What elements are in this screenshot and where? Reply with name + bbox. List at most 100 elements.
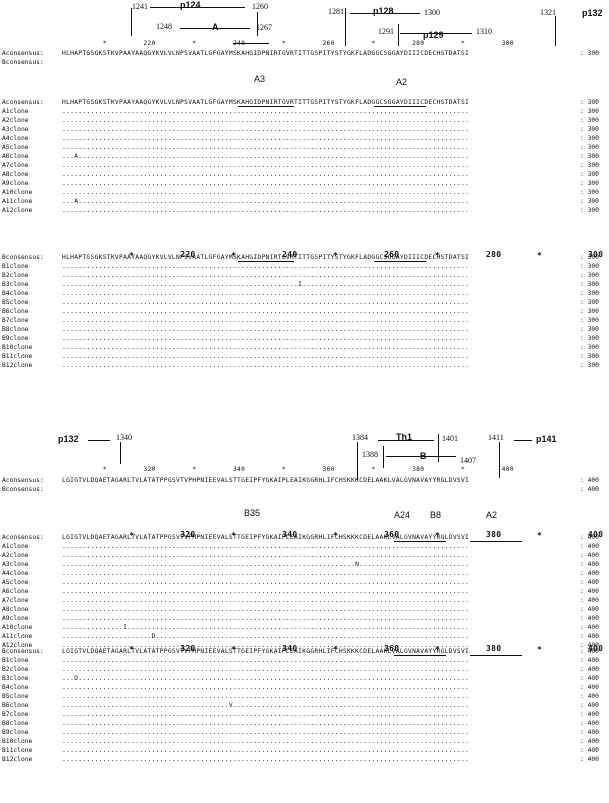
row-label: Aconsensus: bbox=[2, 99, 44, 106]
peptide-p129: p129 bbox=[423, 30, 444, 40]
row-end: : 300 bbox=[580, 117, 599, 124]
row-sequence: ........................................… bbox=[62, 552, 470, 559]
a2-epitope-underline-2b bbox=[470, 655, 522, 656]
row-end: : 300 bbox=[580, 99, 599, 106]
row-sequence: ........................................… bbox=[62, 666, 470, 673]
a3-epitope-underline-b bbox=[238, 261, 294, 262]
row-sequence: ........................................… bbox=[62, 657, 470, 664]
label-1260: 1260 bbox=[252, 2, 268, 11]
row-end: : 300 bbox=[580, 171, 599, 178]
row-end: : 400 bbox=[580, 561, 599, 568]
row-sequence: LGIGTVLDQAETAGARLTVLATATPPGSVTVPHPNIEEVA… bbox=[62, 534, 470, 541]
row-sequence: ........................................… bbox=[62, 344, 470, 351]
row-label: A10clone bbox=[2, 189, 33, 196]
row-end: : 400 bbox=[580, 597, 599, 604]
th1-left-bar bbox=[357, 442, 358, 480]
row-end: : 300 bbox=[580, 144, 599, 151]
row-sequence: ........................................… bbox=[62, 162, 470, 169]
row-label: B2clone bbox=[2, 666, 29, 673]
row-sequence: ........................................… bbox=[62, 353, 470, 360]
row-label: B3clone bbox=[2, 281, 29, 288]
row-label: Bconsensus: bbox=[2, 648, 44, 655]
axis-ruler-2b: * * * * * bbox=[78, 531, 543, 540]
row-sequence: ........................................… bbox=[62, 720, 470, 727]
row-sequence: ........................................… bbox=[62, 290, 470, 297]
row-sequence: ........................................… bbox=[62, 642, 470, 649]
row-sequence: ........................................… bbox=[62, 180, 470, 187]
row-sequence: ........................................… bbox=[62, 362, 470, 369]
row-label: A7clone bbox=[2, 162, 29, 169]
row-sequence: ........................................… bbox=[62, 317, 470, 324]
hla-a3: A3 bbox=[254, 74, 266, 84]
row-label: A3clone bbox=[2, 561, 29, 568]
label-1411: 1411 bbox=[488, 433, 504, 442]
row-end: : 300 bbox=[580, 326, 599, 333]
p128-left-bar bbox=[345, 8, 346, 46]
row-end: : 400 bbox=[580, 633, 599, 640]
row-label: B6clone bbox=[2, 702, 29, 709]
row-label: Aconsensus: bbox=[2, 50, 44, 57]
th1-span bbox=[378, 440, 434, 441]
p129-left-bar bbox=[398, 24, 399, 46]
row-label: B8clone bbox=[2, 326, 29, 333]
row-label: B5clone bbox=[2, 299, 29, 306]
row-sequence: ........................................… bbox=[62, 135, 470, 142]
row-sequence: ........................................… bbox=[62, 207, 470, 214]
row-label: A12clone bbox=[2, 207, 33, 214]
row-label: B2clone bbox=[2, 272, 29, 279]
row-sequence: ........................................… bbox=[62, 729, 470, 736]
epitope-b-span bbox=[386, 456, 456, 457]
hla-b8: B8 bbox=[430, 510, 442, 520]
row-end: : 300 bbox=[580, 108, 599, 115]
axis-ruler-2a: * 320 * 340 * 360 * 380 * 400 bbox=[62, 466, 514, 473]
epitope-a-underline bbox=[233, 43, 269, 44]
row-label: B11clone bbox=[2, 353, 33, 360]
row-sequence: ...D....................................… bbox=[62, 675, 470, 682]
row-end: : 300 bbox=[580, 189, 599, 196]
row-label: A12clone bbox=[2, 642, 33, 649]
row-end: : 400 bbox=[580, 729, 599, 736]
row-end: : 400 bbox=[580, 702, 599, 709]
row-end: : 300 bbox=[580, 272, 599, 279]
row-end: : 400 bbox=[580, 747, 599, 754]
row-sequence: ........................................… bbox=[62, 702, 470, 709]
row-end: : 400 bbox=[580, 570, 599, 577]
row-end: : 400 bbox=[580, 711, 599, 718]
row-label: A1clone bbox=[2, 543, 29, 550]
label-1321: 1321 bbox=[540, 8, 556, 17]
row-sequence: ........................................… bbox=[62, 189, 470, 196]
peptide-p132-left: p132 bbox=[58, 434, 79, 444]
row-end: : 300 bbox=[580, 254, 599, 261]
row-sequence: ........................................… bbox=[62, 606, 470, 613]
row-end: : 400 bbox=[580, 624, 599, 631]
row-end: : 300 bbox=[580, 362, 599, 369]
row-end: : 400 bbox=[580, 675, 599, 682]
row-label: A4clone bbox=[2, 135, 29, 142]
label-1281: 1281 bbox=[328, 7, 344, 16]
row-label: B6clone bbox=[2, 308, 29, 315]
row-sequence: ........................................… bbox=[62, 335, 470, 342]
row-sequence: HLHAPTGSGKSTKVPAAYAAQGYKVLVLNPSVAATLGFGA… bbox=[62, 99, 470, 106]
row-sequence: ........................................… bbox=[62, 570, 470, 577]
row-end: : 400 bbox=[580, 579, 599, 586]
peptide-p141: p141 bbox=[536, 434, 557, 444]
row-sequence: ........................................… bbox=[62, 579, 470, 586]
row-end: : 400 bbox=[580, 606, 599, 613]
row-label: Aconsensus: bbox=[2, 477, 44, 484]
peptide-p124: p124 bbox=[180, 0, 201, 10]
axis-ruler-1b-numbers: 220 240 260 280 300 bbox=[78, 250, 604, 259]
label-1401: 1401 bbox=[442, 434, 458, 443]
a2-epitope-underline-2 bbox=[470, 541, 522, 542]
row-sequence: ...A....................................… bbox=[62, 198, 470, 205]
row-sequence: LGIGTVLDQAETAGARLTVLATATPPGSVTVPHPNIEEVA… bbox=[62, 648, 470, 655]
row-sequence: HLHAPTGSGKSTKVPAAYAAQGYKVLVLNPSVAATLGFGA… bbox=[62, 254, 470, 261]
row-label: A8clone bbox=[2, 606, 29, 613]
row-sequence: ......................D.................… bbox=[62, 633, 470, 640]
row-end: : 300 bbox=[580, 162, 599, 169]
row-label: A10clone bbox=[2, 624, 33, 631]
row-label: Aconsensus: bbox=[2, 534, 44, 541]
row-end: : 300 bbox=[580, 126, 599, 133]
row-label: A6clone bbox=[2, 588, 29, 595]
row-sequence: ........................................… bbox=[62, 108, 470, 115]
row-end: : 300 bbox=[580, 180, 599, 187]
